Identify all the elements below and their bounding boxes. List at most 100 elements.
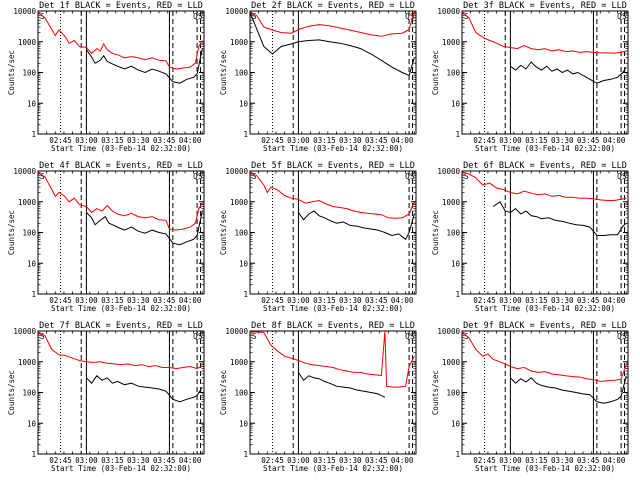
flag-label: S <box>40 332 45 341</box>
plot-panel-8: Det 8f BLACK = Events, RED = LLD 1 10 100 10… <box>219 321 417 473</box>
plot-title: Det 3f BLACK = Events, RED = LLD <box>463 1 627 11</box>
x-tick-label: 03:45 <box>153 456 176 465</box>
x-axis-label: Start Time (03-Feb-14 02:32:00) <box>263 144 403 153</box>
y-tick-label: 10 <box>239 419 249 428</box>
y-tick-label: 1 <box>31 130 36 139</box>
x-tick-label: 03:00 <box>287 296 310 305</box>
events-rate-line <box>86 210 203 246</box>
y-tick-label: 10 <box>27 419 37 428</box>
lld-rate-line <box>250 331 415 388</box>
plot-title: Det 7f BLACK = Events, RED = LLD <box>39 321 203 331</box>
y-tick-label: 10 <box>451 259 461 268</box>
x-tick-label: 02:45 <box>473 456 496 465</box>
flag-label: S <box>252 12 257 21</box>
events-rate-line <box>510 375 627 404</box>
flag-label: Q <box>405 12 410 21</box>
x-tick-label: 03:45 <box>365 296 388 305</box>
plot-frame <box>249 10 417 135</box>
x-tick-label: 03:15 <box>525 296 548 305</box>
x-tick-label: 03:00 <box>499 456 522 465</box>
y-axis-label: Counts/sec <box>219 210 228 255</box>
lld-rate-line <box>462 12 627 54</box>
y-tick-label: 10000 <box>225 327 248 336</box>
x-tick-label: 03:15 <box>101 456 124 465</box>
x-tick-label: 03:15 <box>101 296 124 305</box>
x-tick-label: 03:15 <box>101 136 124 145</box>
y-axis-label: Counts/sec <box>7 50 16 95</box>
y-tick-label: 10000 <box>13 327 36 336</box>
lld-rate-line <box>250 11 415 37</box>
plot-panel-3: Det 3f BLACK = Events, RED = LLD 1 10 100 10… <box>431 1 629 153</box>
y-tick-label: 10 <box>451 99 461 108</box>
x-tick-label: 04:00 <box>603 136 626 145</box>
lld-rate-line <box>462 332 627 382</box>
x-tick-label: 02:45 <box>473 136 496 145</box>
plot-panel-7: Det 7f BLACK = Events, RED = LLD 1 10 100 10… <box>7 321 205 473</box>
x-tick-label: 03:30 <box>339 296 362 305</box>
x-tick-label: 02:45 <box>49 296 72 305</box>
y-tick-label: 1 <box>243 450 248 459</box>
events-rate-line <box>510 61 627 84</box>
plot-frame <box>461 170 629 295</box>
events-rate-line <box>297 372 386 398</box>
lld-rate-line <box>38 12 203 70</box>
x-tick-label: 04:00 <box>179 136 202 145</box>
x-axis-label: Start Time (03-Feb-14 02:32:00) <box>263 304 403 313</box>
y-tick-label: 100 <box>446 69 460 78</box>
x-tick-label: 04:00 <box>391 296 414 305</box>
y-tick-label: 1000 <box>18 358 37 367</box>
flag-label: S <box>40 172 45 181</box>
x-tick-label: 03:30 <box>127 136 150 145</box>
x-tick-label: 03:30 <box>127 296 150 305</box>
y-axis-label: Counts/sec <box>219 50 228 95</box>
events-rate-line <box>250 12 415 77</box>
y-tick-label: 10000 <box>437 327 460 336</box>
lld-rate-line <box>250 171 415 219</box>
y-tick-label: 1000 <box>230 198 249 207</box>
x-tick-label: 03:45 <box>365 136 388 145</box>
y-tick-label: 1 <box>455 290 460 299</box>
flag-label: Q <box>405 332 410 341</box>
y-tick-label: 10000 <box>13 167 36 176</box>
plot-frame <box>461 10 629 135</box>
y-tick-label: 1 <box>243 290 248 299</box>
x-tick-label: 03:45 <box>577 456 600 465</box>
flag-label: S <box>410 172 415 181</box>
y-tick-label: 1000 <box>442 38 461 47</box>
x-tick-label: 02:45 <box>49 456 72 465</box>
y-tick-label: 10 <box>27 99 37 108</box>
y-axis-label: Counts/sec <box>7 210 16 255</box>
plot-title: Det 6f BLACK = Events, RED = LLD <box>463 161 627 171</box>
plot-panel-5: Det 5f BLACK = Events, RED = LLD 1 10 100 10… <box>219 161 417 313</box>
y-tick-label: 10000 <box>437 167 460 176</box>
x-tick-label: 03:30 <box>127 456 150 465</box>
x-tick-label: 03:00 <box>287 456 310 465</box>
flag-label: S <box>410 332 415 341</box>
plot-title: Det 5f BLACK = Events, RED = LLD <box>251 161 415 171</box>
x-tick-label: 03:00 <box>287 136 310 145</box>
x-axis-label: Start Time (03-Feb-14 02:32:00) <box>51 304 191 313</box>
x-tick-label: 04:00 <box>179 456 202 465</box>
x-axis-label: Start Time (03-Feb-14 02:32:00) <box>51 464 191 473</box>
y-tick-label: 10 <box>239 99 249 108</box>
flag-label: S <box>622 12 627 21</box>
plot-title: Det 8f BLACK = Events, RED = LLD <box>251 321 415 331</box>
y-tick-label: 100 <box>234 389 248 398</box>
flag-label: S <box>198 172 203 181</box>
y-tick-label: 10 <box>451 419 461 428</box>
flag-label: Q <box>405 172 410 181</box>
y-tick-label: 10000 <box>225 7 248 16</box>
x-tick-label: 02:45 <box>473 296 496 305</box>
x-tick-label: 03:45 <box>153 136 176 145</box>
flag-label: Q <box>617 332 622 341</box>
plot-frame <box>461 330 629 455</box>
plot-frame <box>37 170 205 295</box>
x-tick-label: 03:45 <box>577 296 600 305</box>
x-tick-label: 03:15 <box>313 136 336 145</box>
x-tick-label: 03:00 <box>499 136 522 145</box>
flag-label: S <box>252 332 257 341</box>
y-tick-label: 1000 <box>18 38 37 47</box>
plot-frame <box>37 10 205 135</box>
plot-frame <box>37 330 205 455</box>
